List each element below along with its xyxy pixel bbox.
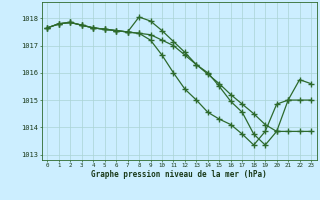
X-axis label: Graphe pression niveau de la mer (hPa): Graphe pression niveau de la mer (hPa) bbox=[91, 170, 267, 179]
